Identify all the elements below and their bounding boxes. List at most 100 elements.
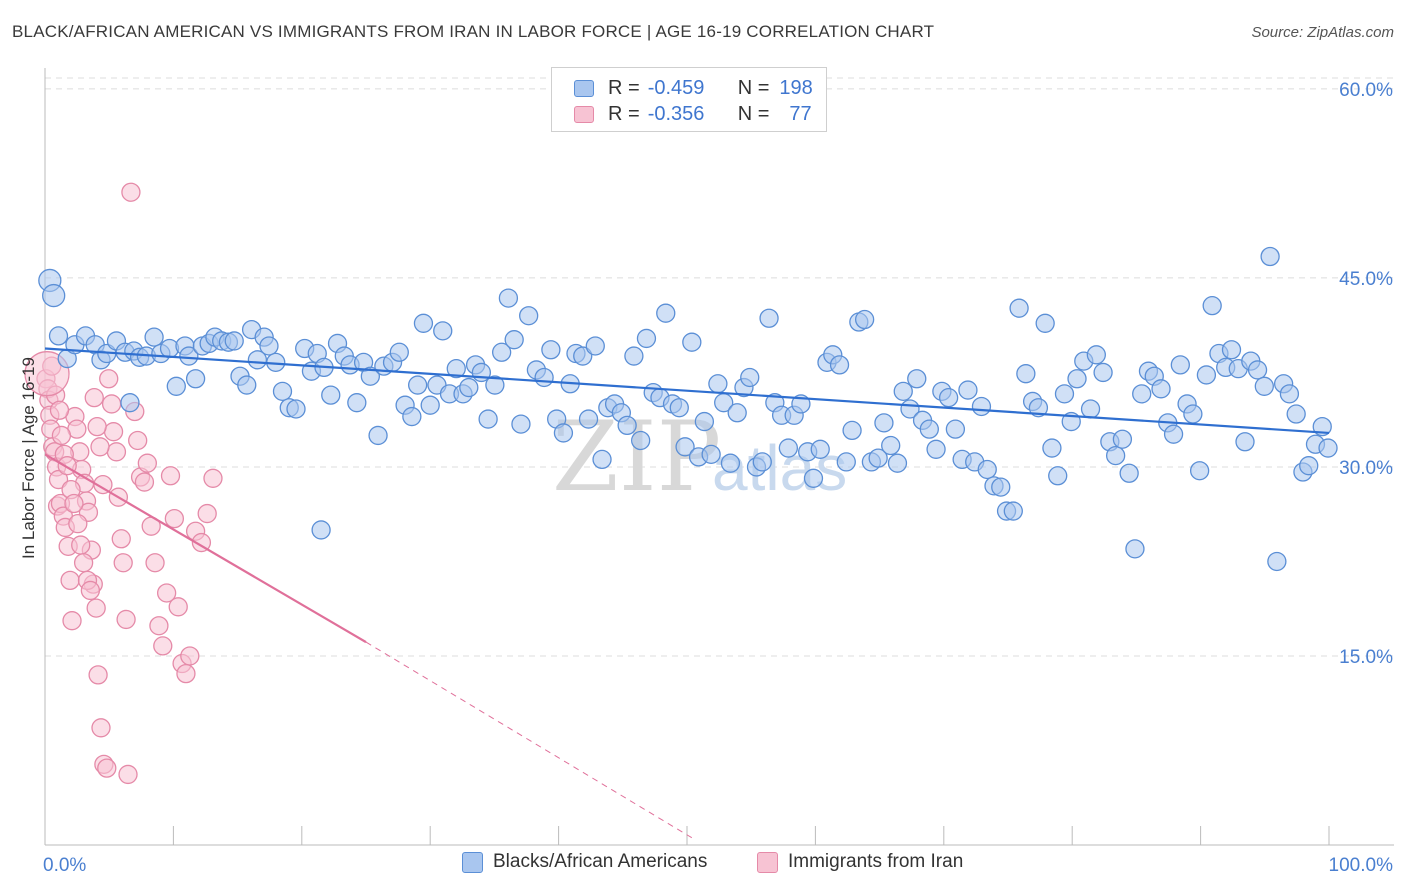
black-point	[1299, 456, 1319, 476]
black-point	[971, 396, 992, 417]
blacks-trend-line	[44, 347, 1330, 435]
iran-point	[93, 474, 113, 495]
black-point	[511, 414, 531, 434]
black-point	[708, 374, 728, 394]
x-tick-label: 0.0%	[43, 855, 86, 876]
black-point	[1086, 345, 1106, 365]
black-point	[887, 453, 908, 473]
pink-swatch-icon	[757, 851, 778, 873]
black-point	[1286, 404, 1306, 424]
black-point	[553, 423, 574, 443]
black-point	[1183, 404, 1203, 424]
black-point	[624, 346, 644, 366]
black-point	[347, 393, 367, 413]
black-point	[311, 520, 331, 540]
iran-point	[176, 663, 196, 684]
black-point	[478, 409, 498, 429]
black-point	[321, 385, 341, 405]
black-point	[868, 448, 888, 468]
black-point	[1119, 463, 1139, 483]
black-point	[991, 477, 1011, 497]
black-point	[504, 330, 524, 350]
bottom-legend-blacks: Blacks/African Americans	[462, 851, 707, 873]
black-point	[585, 336, 605, 356]
axes	[44, 68, 1394, 846]
r-value: -0.356	[647, 102, 705, 125]
black-point	[881, 435, 901, 456]
black-point	[778, 438, 799, 458]
iran-point	[90, 437, 110, 457]
black-point	[224, 331, 244, 351]
y-tick-label: 60.0%	[1339, 80, 1393, 101]
x-tick-labels: 0.0% 100.0%	[43, 855, 1393, 876]
black-point	[617, 415, 637, 436]
iran-point	[160, 466, 181, 486]
black-point	[48, 326, 69, 346]
iran-point	[149, 616, 169, 636]
iran-point	[113, 553, 133, 573]
black-point	[42, 283, 66, 308]
black-point	[459, 377, 479, 398]
black-point	[1112, 429, 1133, 449]
series-iran-points	[24, 182, 223, 785]
black-point	[656, 303, 676, 323]
n-value: 77	[789, 102, 812, 125]
iran-point	[88, 665, 108, 685]
n-value: 198	[779, 76, 813, 99]
iran-point	[97, 758, 117, 778]
black-point	[1151, 379, 1171, 399]
legend-row-blacks: R = -0.459 N = 198	[574, 76, 813, 100]
n-label: N =	[737, 76, 770, 99]
iran-point	[106, 442, 127, 462]
iran-point	[64, 493, 84, 514]
iran-point	[118, 764, 138, 785]
black-point	[534, 367, 554, 388]
black-point	[854, 309, 875, 330]
black-point	[752, 452, 772, 472]
iran-point	[84, 387, 104, 408]
r-label: R =	[608, 102, 640, 125]
black-point	[1080, 399, 1101, 419]
grid-lines	[45, 77, 1394, 657]
iran-point	[73, 553, 94, 573]
black-point	[272, 381, 293, 401]
black-point	[1267, 551, 1287, 572]
y-tick-labels: 15.0% 30.0% 45.0% 60.0%	[1339, 80, 1393, 668]
stats-legend: R = -0.459 N = 198 R = -0.356 N = 77	[551, 67, 827, 132]
black-point	[919, 419, 939, 439]
black-point	[578, 409, 599, 429]
black-point	[166, 376, 186, 396]
black-point	[498, 288, 519, 308]
bottom-legend-iran: Immigrants from Iran	[757, 851, 963, 873]
black-point	[720, 453, 741, 473]
black-point	[945, 419, 966, 439]
n-label: N =	[737, 102, 770, 125]
black-point	[694, 411, 715, 432]
black-point	[1132, 384, 1152, 404]
black-point	[810, 439, 830, 459]
black-point	[368, 425, 388, 446]
black-point	[727, 403, 747, 423]
black-point	[938, 387, 959, 408]
pink-swatch-icon	[574, 105, 594, 123]
black-point	[491, 342, 512, 362]
black-point	[485, 375, 505, 395]
x-tick-label: 100.0%	[1329, 855, 1394, 876]
r-label: R =	[608, 76, 640, 99]
black-point	[1016, 364, 1036, 384]
y-axis-label: In Labor Force | Age 16-19	[19, 357, 38, 559]
black-point	[179, 346, 199, 366]
legend-row-iran: R = -0.356 N = 77	[574, 102, 812, 126]
black-point	[1054, 384, 1075, 404]
black-point	[1163, 424, 1184, 444]
black-point	[259, 336, 279, 356]
iran-point	[24, 351, 70, 397]
black-point	[829, 355, 850, 375]
iran-point	[164, 508, 185, 529]
trend-lines	[44, 347, 1330, 840]
black-point	[1196, 365, 1217, 385]
black-point	[1202, 296, 1222, 316]
iran-point	[168, 597, 188, 617]
black-point	[1105, 445, 1126, 466]
